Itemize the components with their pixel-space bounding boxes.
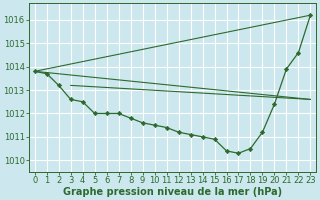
X-axis label: Graphe pression niveau de la mer (hPa): Graphe pression niveau de la mer (hPa) — [63, 187, 282, 197]
